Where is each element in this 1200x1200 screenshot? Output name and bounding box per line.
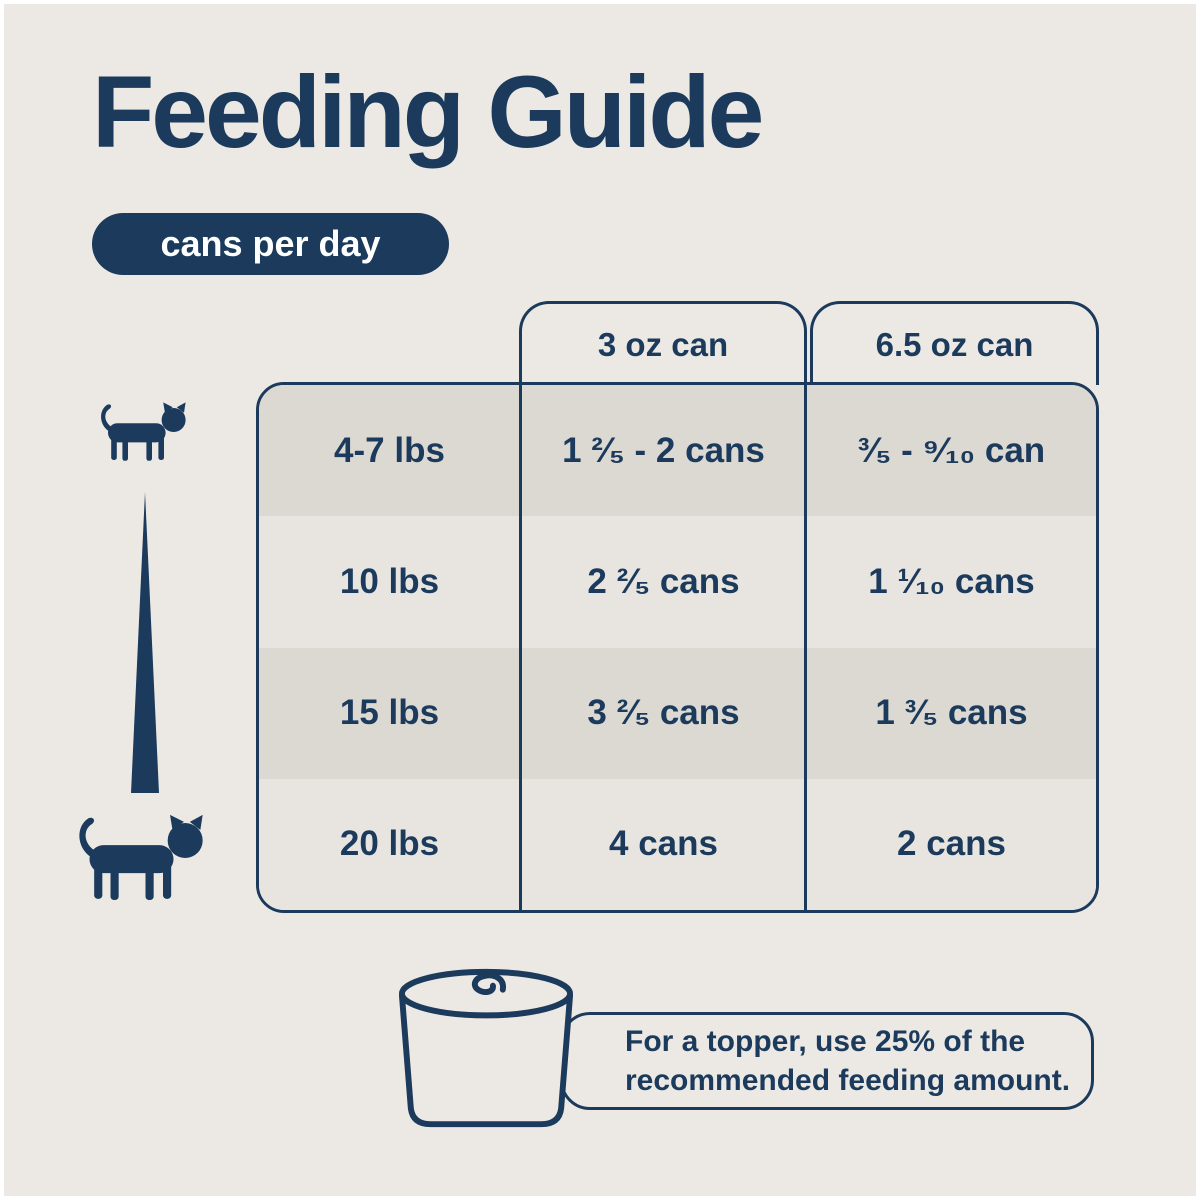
table-row: 20 lbs 4 cans 2 cans [259,778,1096,910]
table-row: 10 lbs 2 ²⁄₅ cans 1 ¹⁄₁₀ cans [259,516,1096,648]
column-header-label: 3 oz can [597,325,729,363]
feeding-table: 4-7 lbs 1 ²⁄₅ - 2 cans ³⁄₅ - ⁹⁄₁₀ can 10… [256,382,1099,913]
large-cat-icon [72,814,212,902]
column-header-label: 6.5 oz can [875,325,1034,363]
value-cell-3oz: 4 cans [609,824,718,864]
table-row: 15 lbs 3 ²⁄₅ cans 1 ³⁄₅ cans [259,647,1096,779]
column-header-6-5oz: 6.5 oz can [810,301,1099,385]
weight-cell: 4-7 lbs [334,430,445,470]
value-cell-3oz: 1 ²⁄₅ - 2 cans [562,430,765,470]
value-cell-3oz: 3 ²⁄₅ cans [587,693,740,733]
small-cat-icon [96,402,192,462]
cans-per-day-badge: cans per day [92,213,449,275]
value-cell-3oz: 2 ²⁄₅ cans [587,561,740,601]
can-icon [398,968,574,1128]
value-cell-6-5oz: 1 ¹⁄₁₀ cans [868,561,1035,601]
badge-label: cans per day [160,223,381,264]
weight-cell: 10 lbs [339,561,440,601]
topper-note: For a topper, use 25% of the recommended… [560,1012,1094,1110]
value-cell-6-5oz: ³⁄₅ - ⁹⁄₁₀ can [857,430,1046,470]
column-divider [519,385,522,910]
topper-note-line1: For a topper, use 25% of the [625,1024,1026,1058]
weight-cell: 15 lbs [339,693,440,733]
size-scale-triangle [131,492,159,793]
value-cell-6-5oz: 1 ³⁄₅ cans [875,693,1028,733]
page-title: Feeding Guide [92,55,764,169]
weight-cell: 20 lbs [339,824,440,864]
value-cell-6-5oz: 2 cans [897,824,1006,864]
topper-note-line2: recommended feeding amount. [625,1064,1071,1097]
column-divider [804,385,807,910]
table-row: 4-7 lbs 1 ²⁄₅ - 2 cans ³⁄₅ - ⁹⁄₁₀ can [259,385,1096,517]
column-header-3oz: 3 oz can [519,301,807,385]
